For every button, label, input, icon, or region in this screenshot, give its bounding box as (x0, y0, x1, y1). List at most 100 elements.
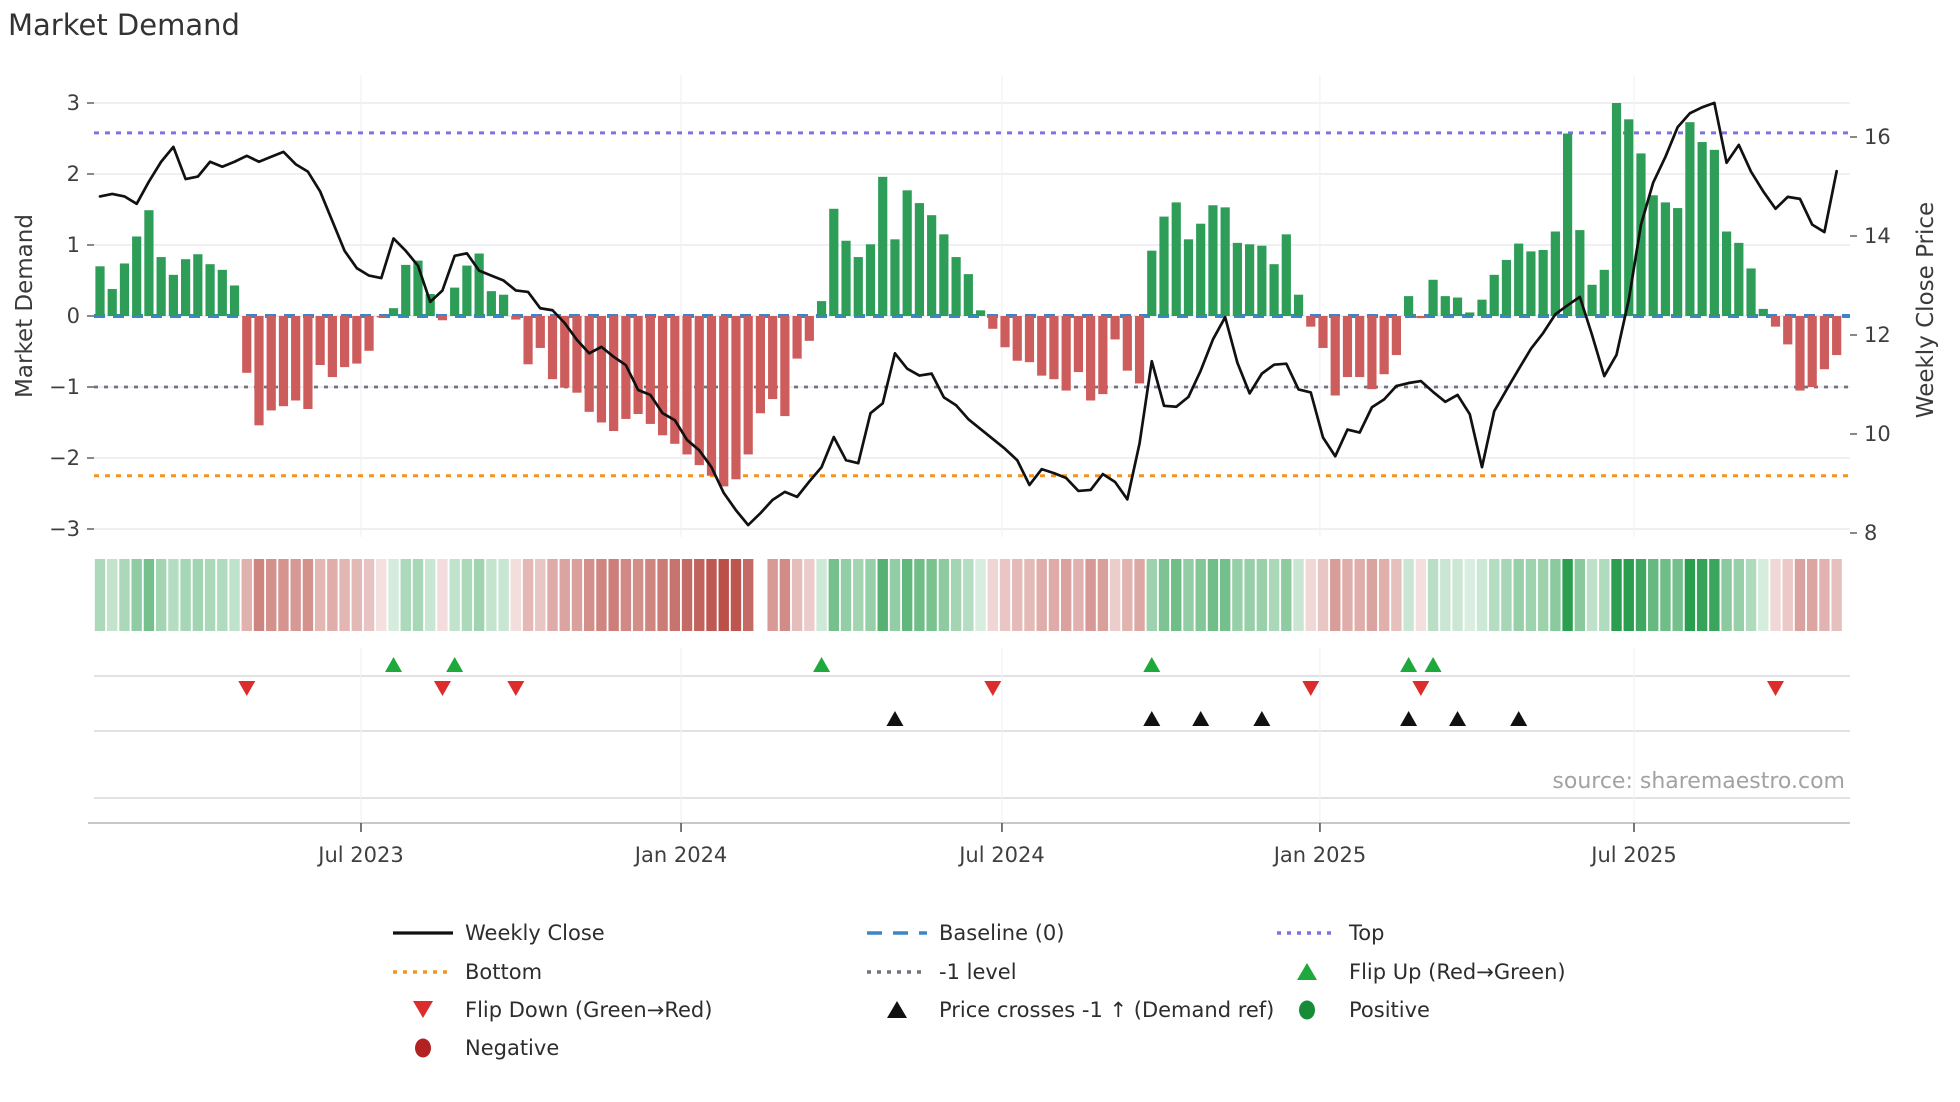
demand-bar-positive (1550, 231, 1560, 316)
heatmap-cell-positive (1733, 559, 1745, 631)
demand-bar-positive (1232, 242, 1242, 316)
heatmap-cell-positive (1721, 559, 1732, 631)
heatmap-cell-positive (1146, 559, 1157, 631)
demand-bar-negative (682, 316, 692, 455)
right-tick-label: 14 (1864, 224, 1891, 248)
demand-bar-negative (1819, 316, 1830, 370)
demand-bar-positive (878, 176, 888, 316)
heatmap-cell-negative (632, 559, 644, 631)
right-tick-label: 8 (1864, 521, 1877, 545)
demand-bar-negative (1416, 316, 1426, 319)
demand-bar-negative (596, 316, 607, 423)
demand-bar-negative (340, 316, 350, 368)
heatmap-cell-positive (1599, 559, 1610, 631)
demand-bar-negative (1134, 316, 1145, 384)
heatmap-cell-negative (596, 559, 607, 631)
demand-bar-positive (1660, 202, 1671, 316)
flip-down-marker (984, 681, 1002, 696)
heatmap-cell-negative (1060, 559, 1072, 631)
demand-bar-negative (1110, 316, 1120, 340)
heatmap-cell-negative (266, 559, 277, 631)
heatmap-cell-negative (1831, 559, 1842, 631)
heatmap-cell-positive (1660, 559, 1671, 631)
demand-bar-positive (1599, 269, 1609, 316)
demand-bar-positive (132, 236, 142, 316)
heatmap-cell-negative (1354, 559, 1365, 631)
demand-bar-negative (1012, 316, 1022, 361)
demand-bar-positive (1404, 296, 1414, 316)
price-line (98, 101, 1839, 527)
legend-swatch-triangle-up (1297, 963, 1317, 980)
left-tick-label: 1 (67, 233, 80, 257)
demand-bar-positive (144, 210, 154, 316)
left-tick-label: 0 (67, 304, 80, 328)
demand-bar-positive (450, 287, 460, 316)
legend-item-label: Positive (1349, 998, 1430, 1022)
heatmap-cell-negative (1073, 559, 1084, 631)
heatmap-cell-negative (730, 559, 742, 631)
demand-bar-positive (927, 215, 937, 316)
right-axis-title: Weekly Close Price (1913, 202, 1939, 418)
demand-bar-negative (1379, 316, 1389, 375)
demand-bar-negative (1122, 316, 1132, 371)
demand-bar-negative (1024, 316, 1035, 363)
heatmap-cell-positive (192, 559, 204, 631)
demand-bar-positive (1428, 279, 1438, 316)
heatmap-cell-positive (877, 559, 888, 631)
x-tick-label: Jan 2025 (1272, 843, 1367, 867)
heatmap-cell-positive (1537, 559, 1549, 631)
left-tick-label: −3 (49, 517, 80, 541)
demand-bar-negative (768, 316, 778, 400)
heatmap-cell-negative (559, 559, 570, 631)
flip-down-marker (433, 681, 451, 696)
demand-bar-negative (560, 316, 570, 388)
flip-up-marker (1143, 657, 1161, 672)
heatmap-cell-positive (1427, 559, 1439, 631)
demand-bar-negative (572, 316, 582, 393)
heatmap-cell-positive (1758, 559, 1769, 631)
demand-bar-negative (633, 316, 643, 414)
left-tick-label: 3 (67, 91, 80, 115)
demand-bar-positive (1452, 297, 1463, 316)
demand-bar-positive (1697, 142, 1707, 316)
heatmap-cell-negative (363, 559, 375, 631)
demand-bar-negative (1770, 316, 1781, 327)
demand-bar-negative (1391, 316, 1401, 356)
demand-bar-negative (584, 316, 594, 412)
source-label: source: sharemaestro.com (1552, 769, 1845, 794)
demand-bar-positive (156, 257, 166, 316)
heatmap-cell-positive (1281, 559, 1292, 631)
demand-bar-negative (376, 316, 386, 318)
heatmap-cell-negative (1770, 559, 1781, 631)
heatmap-cell-positive (1171, 559, 1182, 631)
demand-bar-positive (498, 294, 509, 316)
demand-bar-positive (829, 208, 839, 316)
flip-up-marker (813, 657, 831, 672)
demand-bar-negative (1367, 316, 1377, 390)
demand-bar-positive (914, 203, 925, 316)
heatmap-cell-positive (1550, 559, 1561, 631)
heatmap-cell-negative (645, 559, 656, 631)
legend-item-label: Weekly Close (465, 921, 605, 945)
heatmap-cell-positive (889, 559, 901, 631)
demand-bar-negative (1306, 316, 1316, 327)
heatmap-cell-negative (1391, 559, 1402, 631)
heatmap-cell-positive (1476, 559, 1488, 631)
demand-bar-positive (1526, 251, 1536, 316)
demand-bar-positive (1465, 312, 1475, 316)
demand-bar-positive (853, 257, 863, 316)
heatmap-cell-positive (449, 559, 460, 631)
demand-bar-negative (988, 316, 998, 329)
heatmap-cell-positive (155, 559, 167, 631)
heatmap-cell-positive (1501, 559, 1512, 631)
demand-bar-positive (486, 291, 496, 316)
page-title: Market Demand (8, 8, 240, 42)
demand-bar-positive (107, 289, 117, 316)
heatmap-cell-positive (1489, 559, 1500, 631)
demand-bar-positive (1477, 299, 1487, 316)
heatmap-cell-negative (681, 559, 693, 631)
flip-down-marker (1302, 681, 1320, 696)
demand-bar-positive (1257, 245, 1267, 316)
demand-bar-negative (804, 316, 814, 341)
